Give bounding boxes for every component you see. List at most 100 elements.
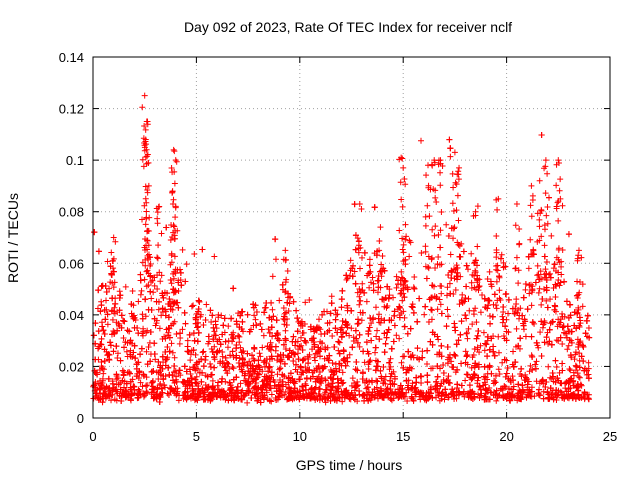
data-point: [573, 325, 580, 332]
data-point: [463, 315, 470, 322]
data-point: [548, 232, 555, 239]
data-point: [484, 276, 491, 283]
data-point: [206, 338, 213, 345]
data-point: [503, 370, 510, 377]
data-point: [496, 371, 503, 378]
data-point: [545, 363, 552, 370]
data-point: [466, 382, 473, 389]
data-point: [366, 256, 373, 263]
data-point: [357, 297, 364, 304]
data-point: [443, 221, 450, 228]
data-point: [557, 380, 564, 387]
data-point: [114, 355, 121, 362]
data-point: [144, 389, 151, 396]
data-point: [233, 374, 240, 381]
data-point: [525, 265, 532, 272]
data-point: [281, 360, 288, 367]
data-point: [463, 262, 470, 269]
data-point: [452, 327, 459, 334]
data-point: [418, 389, 425, 396]
data-point: [387, 355, 394, 362]
data-point: [416, 356, 423, 363]
data-point: [499, 359, 506, 366]
data-point: [424, 347, 431, 354]
data-point: [401, 323, 408, 330]
data-point: [316, 368, 323, 375]
data-point: [498, 385, 505, 392]
data-point: [120, 335, 127, 342]
data-point: [215, 379, 222, 386]
data-point: [299, 329, 306, 336]
data-point: [432, 265, 439, 272]
data-point: [186, 366, 193, 373]
data-point: [281, 310, 288, 317]
data-point: [296, 396, 303, 403]
data-point: [100, 327, 107, 334]
data-point: [463, 283, 470, 290]
data-point: [351, 268, 358, 275]
data-point: [366, 324, 373, 331]
data-point: [202, 353, 209, 360]
data-point: [585, 324, 592, 331]
data-point: [518, 373, 525, 380]
data-point: [151, 282, 158, 289]
data-point: [447, 251, 454, 258]
data-point: [107, 339, 114, 346]
data-point: [282, 327, 289, 334]
data-point: [280, 352, 287, 359]
data-point: [387, 385, 394, 392]
data-point: [176, 340, 183, 347]
data-point: [330, 393, 337, 400]
data-point: [338, 388, 345, 395]
data-point: [249, 365, 256, 372]
data-point: [459, 299, 466, 306]
data-point: [369, 274, 376, 281]
data-point: [519, 382, 526, 389]
data-point: [559, 367, 566, 374]
data-point: [137, 379, 144, 386]
data-point: [537, 268, 544, 275]
data-point: [510, 386, 517, 393]
data-point: [350, 262, 357, 269]
data-point: [486, 297, 493, 304]
data-point: [220, 360, 227, 367]
data-point: [269, 333, 276, 340]
data-point: [338, 333, 345, 340]
data-point: [315, 363, 322, 370]
data-point: [565, 314, 572, 321]
data-point: [380, 380, 387, 387]
data-point: [102, 392, 109, 399]
data-point: [261, 357, 268, 364]
data-point: [95, 287, 102, 294]
data-point: [139, 383, 146, 390]
data-point: [135, 330, 142, 337]
data-point: [219, 375, 226, 382]
data-point: [469, 354, 476, 361]
data-point: [311, 354, 318, 361]
data-point: [112, 300, 119, 307]
data-point: [564, 346, 571, 353]
data-point: [448, 225, 455, 232]
data-point: [391, 381, 398, 388]
data-point: [567, 301, 574, 308]
data-point: [137, 351, 144, 358]
data-point: [393, 391, 400, 398]
data-point: [246, 328, 253, 335]
data-point: [191, 364, 198, 371]
data-point: [203, 301, 210, 308]
data-point: [528, 333, 535, 340]
data-point: [397, 382, 404, 389]
data-point: [410, 284, 417, 291]
data-point: [312, 384, 319, 391]
data-point: [179, 246, 186, 253]
data-point: [236, 339, 243, 346]
data-point: [385, 326, 392, 333]
data-point: [565, 391, 572, 398]
data-point: [193, 380, 200, 387]
data-point: [427, 338, 434, 345]
data-point: [400, 364, 407, 371]
data-point: [98, 341, 105, 348]
data-point: [273, 396, 280, 403]
data-point: [263, 300, 270, 307]
data-point: [191, 337, 198, 344]
